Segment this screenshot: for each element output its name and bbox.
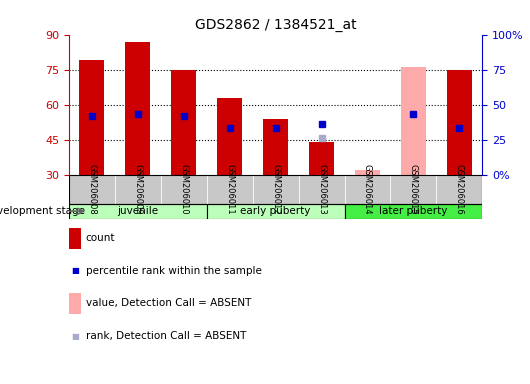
Text: percentile rank within the sample: percentile rank within the sample <box>86 266 262 276</box>
Text: GSM206015: GSM206015 <box>409 164 418 215</box>
Bar <box>69 204 207 219</box>
Bar <box>447 70 472 175</box>
Bar <box>207 175 253 204</box>
Text: juvenile: juvenile <box>117 206 158 216</box>
Bar <box>401 67 426 175</box>
Bar <box>344 204 482 219</box>
Text: GSM206013: GSM206013 <box>317 164 326 215</box>
Text: later puberty: later puberty <box>379 206 448 216</box>
Text: GSM206012: GSM206012 <box>271 164 280 215</box>
Text: GSM206008: GSM206008 <box>87 164 96 215</box>
Text: ■: ■ <box>71 331 78 341</box>
Text: rank, Detection Call = ABSENT: rank, Detection Call = ABSENT <box>86 331 246 341</box>
Bar <box>161 175 207 204</box>
Bar <box>69 175 482 204</box>
Text: ■: ■ <box>71 266 78 275</box>
Text: GSM206009: GSM206009 <box>134 164 142 215</box>
Bar <box>125 41 151 175</box>
Text: GSM206010: GSM206010 <box>179 164 188 215</box>
Bar <box>355 170 380 175</box>
Bar <box>217 98 242 175</box>
Text: count: count <box>86 233 116 243</box>
Bar <box>298 175 344 204</box>
Bar <box>207 204 344 219</box>
Title: GDS2862 / 1384521_at: GDS2862 / 1384521_at <box>195 18 356 32</box>
Bar <box>115 175 161 204</box>
Text: GSM206016: GSM206016 <box>455 164 464 215</box>
Bar <box>391 175 436 204</box>
Bar <box>309 142 334 175</box>
Bar <box>253 175 298 204</box>
Text: GSM206014: GSM206014 <box>363 164 372 215</box>
Bar <box>436 175 482 204</box>
Bar <box>80 60 104 175</box>
Text: development stage: development stage <box>0 206 85 216</box>
Bar <box>171 70 196 175</box>
Text: GSM206011: GSM206011 <box>225 164 234 215</box>
Bar <box>263 119 288 175</box>
Text: early puberty: early puberty <box>241 206 311 216</box>
Bar <box>344 175 391 204</box>
Bar <box>69 175 115 204</box>
Text: value, Detection Call = ABSENT: value, Detection Call = ABSENT <box>86 298 251 308</box>
